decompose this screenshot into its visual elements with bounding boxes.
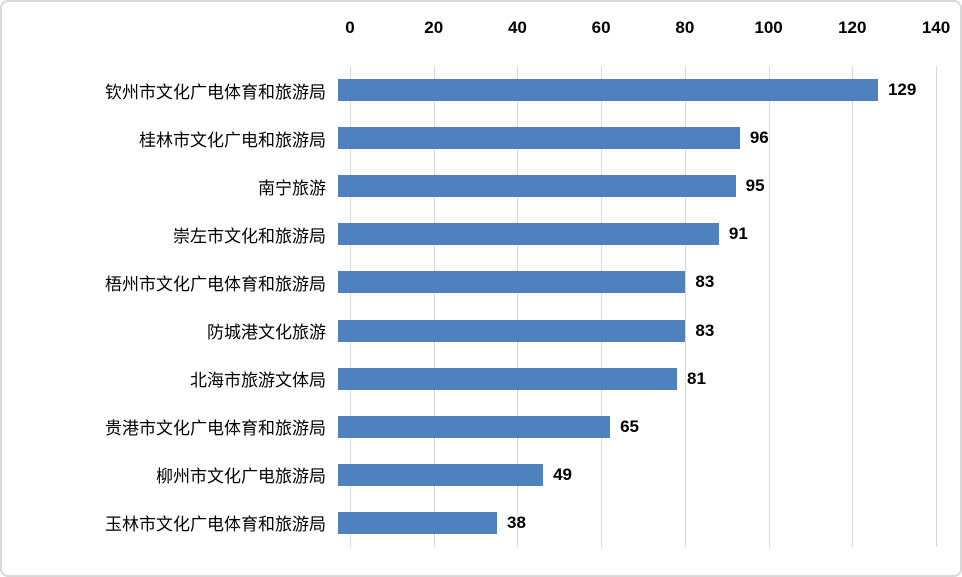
bar-track: 83 xyxy=(338,258,924,306)
bar-row: 玉林市文化广电体育和旅游局 38 xyxy=(2,499,960,547)
bar-rows: 钦州市文化广电体育和旅游局 129 桂林市文化广电和旅游局 96 南宁旅游 95 崇左市文化… xyxy=(2,66,960,547)
category-label: 钦州市文化广电体育和旅游局 xyxy=(105,82,326,102)
bar-row: 防城港文化旅游 83 xyxy=(2,306,960,354)
bar-row: 北海市旅游文体局 81 xyxy=(2,355,960,403)
x-tick-label: 20 xyxy=(424,18,444,37)
x-tick-label: 140 xyxy=(921,18,951,37)
bar-row: 贵港市文化广电体育和旅游局 65 xyxy=(2,403,960,451)
x-tick-label: 120 xyxy=(838,18,867,37)
bar xyxy=(338,127,740,150)
bar xyxy=(338,367,678,390)
category-label: 南宁旅游 xyxy=(258,178,326,198)
bar xyxy=(338,319,686,342)
x-tick-label: 0 xyxy=(345,18,355,37)
category-label: 贵港市文化广电体育和旅游局 xyxy=(105,419,326,439)
bar xyxy=(338,223,719,246)
category-label: 桂林市文化广电和旅游局 xyxy=(139,130,326,150)
bar-value-label: 129 xyxy=(887,80,917,100)
category-label: 玉林市文化广电体育和旅游局 xyxy=(105,515,326,535)
gridline xyxy=(936,66,937,547)
bar xyxy=(338,79,878,102)
gridline xyxy=(350,66,351,547)
bar-track: 83 xyxy=(338,306,924,354)
category-label: 防城港文化旅游 xyxy=(207,323,326,343)
bar-track: 81 xyxy=(338,355,924,403)
category-label: 柳州市文化广电旅游局 xyxy=(156,467,326,487)
bar-value-label: 96 xyxy=(749,128,769,148)
bar-row: 崇左市文化和旅游局 91 xyxy=(2,210,960,258)
category-label: 梧州市文化广电体育和旅游局 xyxy=(105,274,326,294)
bar-row: 钦州市文化广电体育和旅游局 129 xyxy=(2,66,960,114)
bar-value-label: 81 xyxy=(687,368,706,388)
bar-value-label: 65 xyxy=(620,416,639,436)
bar-track: 96 xyxy=(338,114,924,162)
bar-value-label: 38 xyxy=(507,512,526,532)
bar-value-label: 95 xyxy=(745,176,765,196)
gridline xyxy=(433,66,435,547)
bar xyxy=(338,175,736,198)
plot-area xyxy=(350,66,937,547)
bar-track: 38 xyxy=(338,499,924,547)
bar-track: 49 xyxy=(338,451,924,499)
x-tick-label: 60 xyxy=(591,18,611,37)
gridline xyxy=(517,66,519,547)
bar-track: 91 xyxy=(338,210,924,258)
gridline xyxy=(684,66,686,547)
bar-row: 桂林市文化广电和旅游局 96 xyxy=(2,114,960,162)
bar-row: 梧州市文化广电体育和旅游局 83 xyxy=(2,258,960,306)
x-tick-label: 80 xyxy=(675,18,695,37)
bar xyxy=(338,271,686,294)
gridline xyxy=(852,66,854,547)
x-tick-label: 100 xyxy=(754,18,783,37)
bar xyxy=(338,415,611,438)
bar-value-label: 83 xyxy=(695,272,715,292)
bar xyxy=(338,463,544,486)
x-tick-label: 40 xyxy=(507,18,527,37)
bar-value-label: 49 xyxy=(553,464,573,484)
category-label: 北海市旅游文体局 xyxy=(190,371,326,391)
bar-track: 65 xyxy=(338,403,924,451)
bar-row: 南宁旅游 95 xyxy=(2,162,960,210)
bar-row: 柳州市文化广电旅游局 49 xyxy=(2,451,960,499)
bar-value-label: 83 xyxy=(695,320,715,340)
category-label: 崇左市文化和旅游局 xyxy=(173,226,326,246)
bar-track: 129 xyxy=(338,66,924,114)
bar-track: 95 xyxy=(338,162,924,210)
bar xyxy=(338,511,498,534)
x-axis: 0 20 40 60 80 100 120 140 xyxy=(345,18,950,44)
gridline xyxy=(601,66,603,547)
gridline xyxy=(768,66,770,547)
bar-value-label: 91 xyxy=(728,224,748,244)
